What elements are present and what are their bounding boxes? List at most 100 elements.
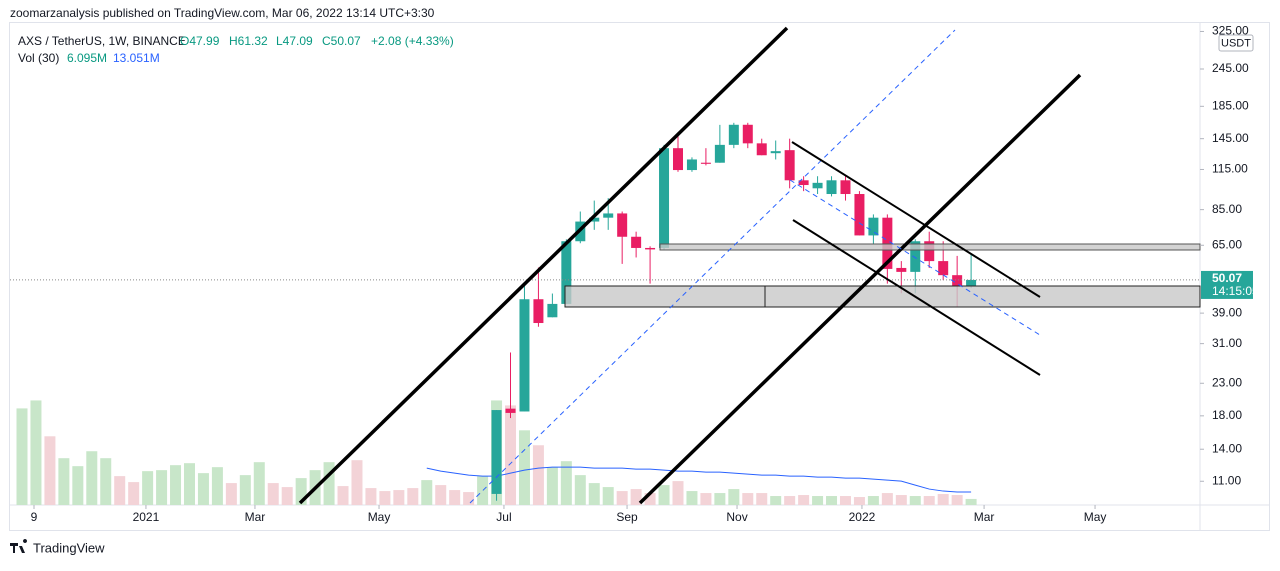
candle-body xyxy=(966,279,977,286)
brand: TradingView xyxy=(10,539,105,555)
candle-body xyxy=(519,299,530,412)
candle-body xyxy=(714,144,725,163)
volume-bar xyxy=(951,495,963,505)
y-tick-label: 11.00 xyxy=(1212,473,1241,487)
candle-body xyxy=(826,180,837,195)
candle-body xyxy=(812,182,823,189)
volume-bar xyxy=(114,476,126,505)
trend-line xyxy=(791,141,1041,298)
volume-bar xyxy=(742,493,754,505)
volume-bar xyxy=(100,458,112,505)
candle-body xyxy=(728,124,739,145)
candle-body xyxy=(952,275,963,286)
currency-label: USDT xyxy=(1221,37,1251,49)
volume-bar xyxy=(881,493,893,505)
y-tick-label: 325.00 xyxy=(1212,24,1249,38)
candle-body xyxy=(686,159,697,171)
volume-bar xyxy=(407,488,419,505)
volume-bar xyxy=(812,496,824,505)
x-tick-label: 9 xyxy=(31,510,38,524)
volume-bar xyxy=(965,498,977,505)
candle-body xyxy=(854,194,865,236)
y-tick-label: 39.00 xyxy=(1212,305,1242,319)
x-tick-label: 2022 xyxy=(849,510,876,524)
volume-bar xyxy=(183,463,195,505)
x-tick-label: May xyxy=(1084,510,1107,524)
volume-name: Vol (30) xyxy=(18,51,59,65)
volume-bar xyxy=(784,496,796,505)
ohlc-close: C50.07 xyxy=(322,34,361,48)
volume-bar xyxy=(867,496,879,505)
volume-bar xyxy=(630,489,642,505)
volume-bar xyxy=(323,462,335,505)
candle-body xyxy=(603,213,614,218)
candle-body xyxy=(882,217,893,269)
volume-bar xyxy=(225,483,237,505)
volume-bar xyxy=(658,485,670,505)
candle-body xyxy=(659,148,670,248)
volume-bar xyxy=(574,475,586,505)
volume-bar xyxy=(909,496,921,505)
volume-ma-line xyxy=(426,466,972,493)
countdown-label: 14:15:05 xyxy=(1212,284,1259,298)
volume-bar xyxy=(560,461,572,505)
y-tick-label: 31.00 xyxy=(1212,336,1242,350)
candle-body xyxy=(840,180,851,195)
x-tick-label: Mar xyxy=(245,510,266,524)
volume-bar xyxy=(86,451,98,505)
volume-bar xyxy=(686,491,698,505)
volume-bar xyxy=(44,436,56,505)
volume-bar xyxy=(337,486,349,505)
volume-bar xyxy=(30,400,42,505)
y-tick-label: 245.00 xyxy=(1212,61,1249,75)
price-change: +2.08 (+4.33%) xyxy=(371,34,454,48)
x-tick-label: May xyxy=(368,510,391,524)
volume-bar xyxy=(770,496,782,505)
volume-bar xyxy=(602,487,614,505)
volume-bar xyxy=(16,408,28,505)
candle-body xyxy=(924,241,935,262)
y-tick-label: 65.00 xyxy=(1212,237,1242,251)
volume-bar xyxy=(393,490,405,505)
y-tick-label: 18.00 xyxy=(1212,408,1242,422)
drawings xyxy=(10,26,1201,505)
volume-bar xyxy=(435,485,447,505)
volume-bar xyxy=(532,445,544,505)
volume-bar xyxy=(253,462,265,505)
y-tick-label: 115.00 xyxy=(1212,162,1248,176)
volume-bar xyxy=(463,492,475,505)
candle-body xyxy=(756,143,767,156)
x-tick-label: 2021 xyxy=(133,510,160,524)
volume-bar xyxy=(267,483,279,505)
candle-body xyxy=(672,148,683,171)
candle-body xyxy=(938,261,949,276)
x-tick-label: Mar xyxy=(974,510,995,524)
volume-bar xyxy=(142,471,154,505)
symbol-title: AXS / TetherUS, 1W, BINANCE xyxy=(18,34,186,48)
volume-bar xyxy=(853,497,865,505)
y-tick-label: 14.00 xyxy=(1212,441,1242,455)
volume-bar xyxy=(477,476,489,505)
volume-bar xyxy=(379,491,391,505)
trend-line xyxy=(298,26,789,505)
candle-body xyxy=(645,247,656,250)
y-tick-label: 85.00 xyxy=(1212,202,1242,216)
channel-midline xyxy=(469,29,956,504)
candle-body xyxy=(491,410,502,494)
volume-bar xyxy=(895,495,907,505)
volume-bar xyxy=(281,487,293,505)
candle-body xyxy=(700,162,711,164)
volume-bar xyxy=(156,470,168,505)
chart-frame xyxy=(9,22,1270,531)
volume-bar xyxy=(518,430,530,505)
volume-bar xyxy=(295,478,307,505)
volume-bar xyxy=(672,481,684,505)
volume-bar xyxy=(937,494,949,505)
ohlc-open: O47.99 xyxy=(180,34,220,48)
volume-bar xyxy=(700,493,712,505)
volume-bar xyxy=(798,495,810,505)
volume-bar xyxy=(616,491,628,505)
volume-bar xyxy=(505,405,517,505)
candle-body xyxy=(896,267,907,272)
volume-bar xyxy=(644,493,656,505)
